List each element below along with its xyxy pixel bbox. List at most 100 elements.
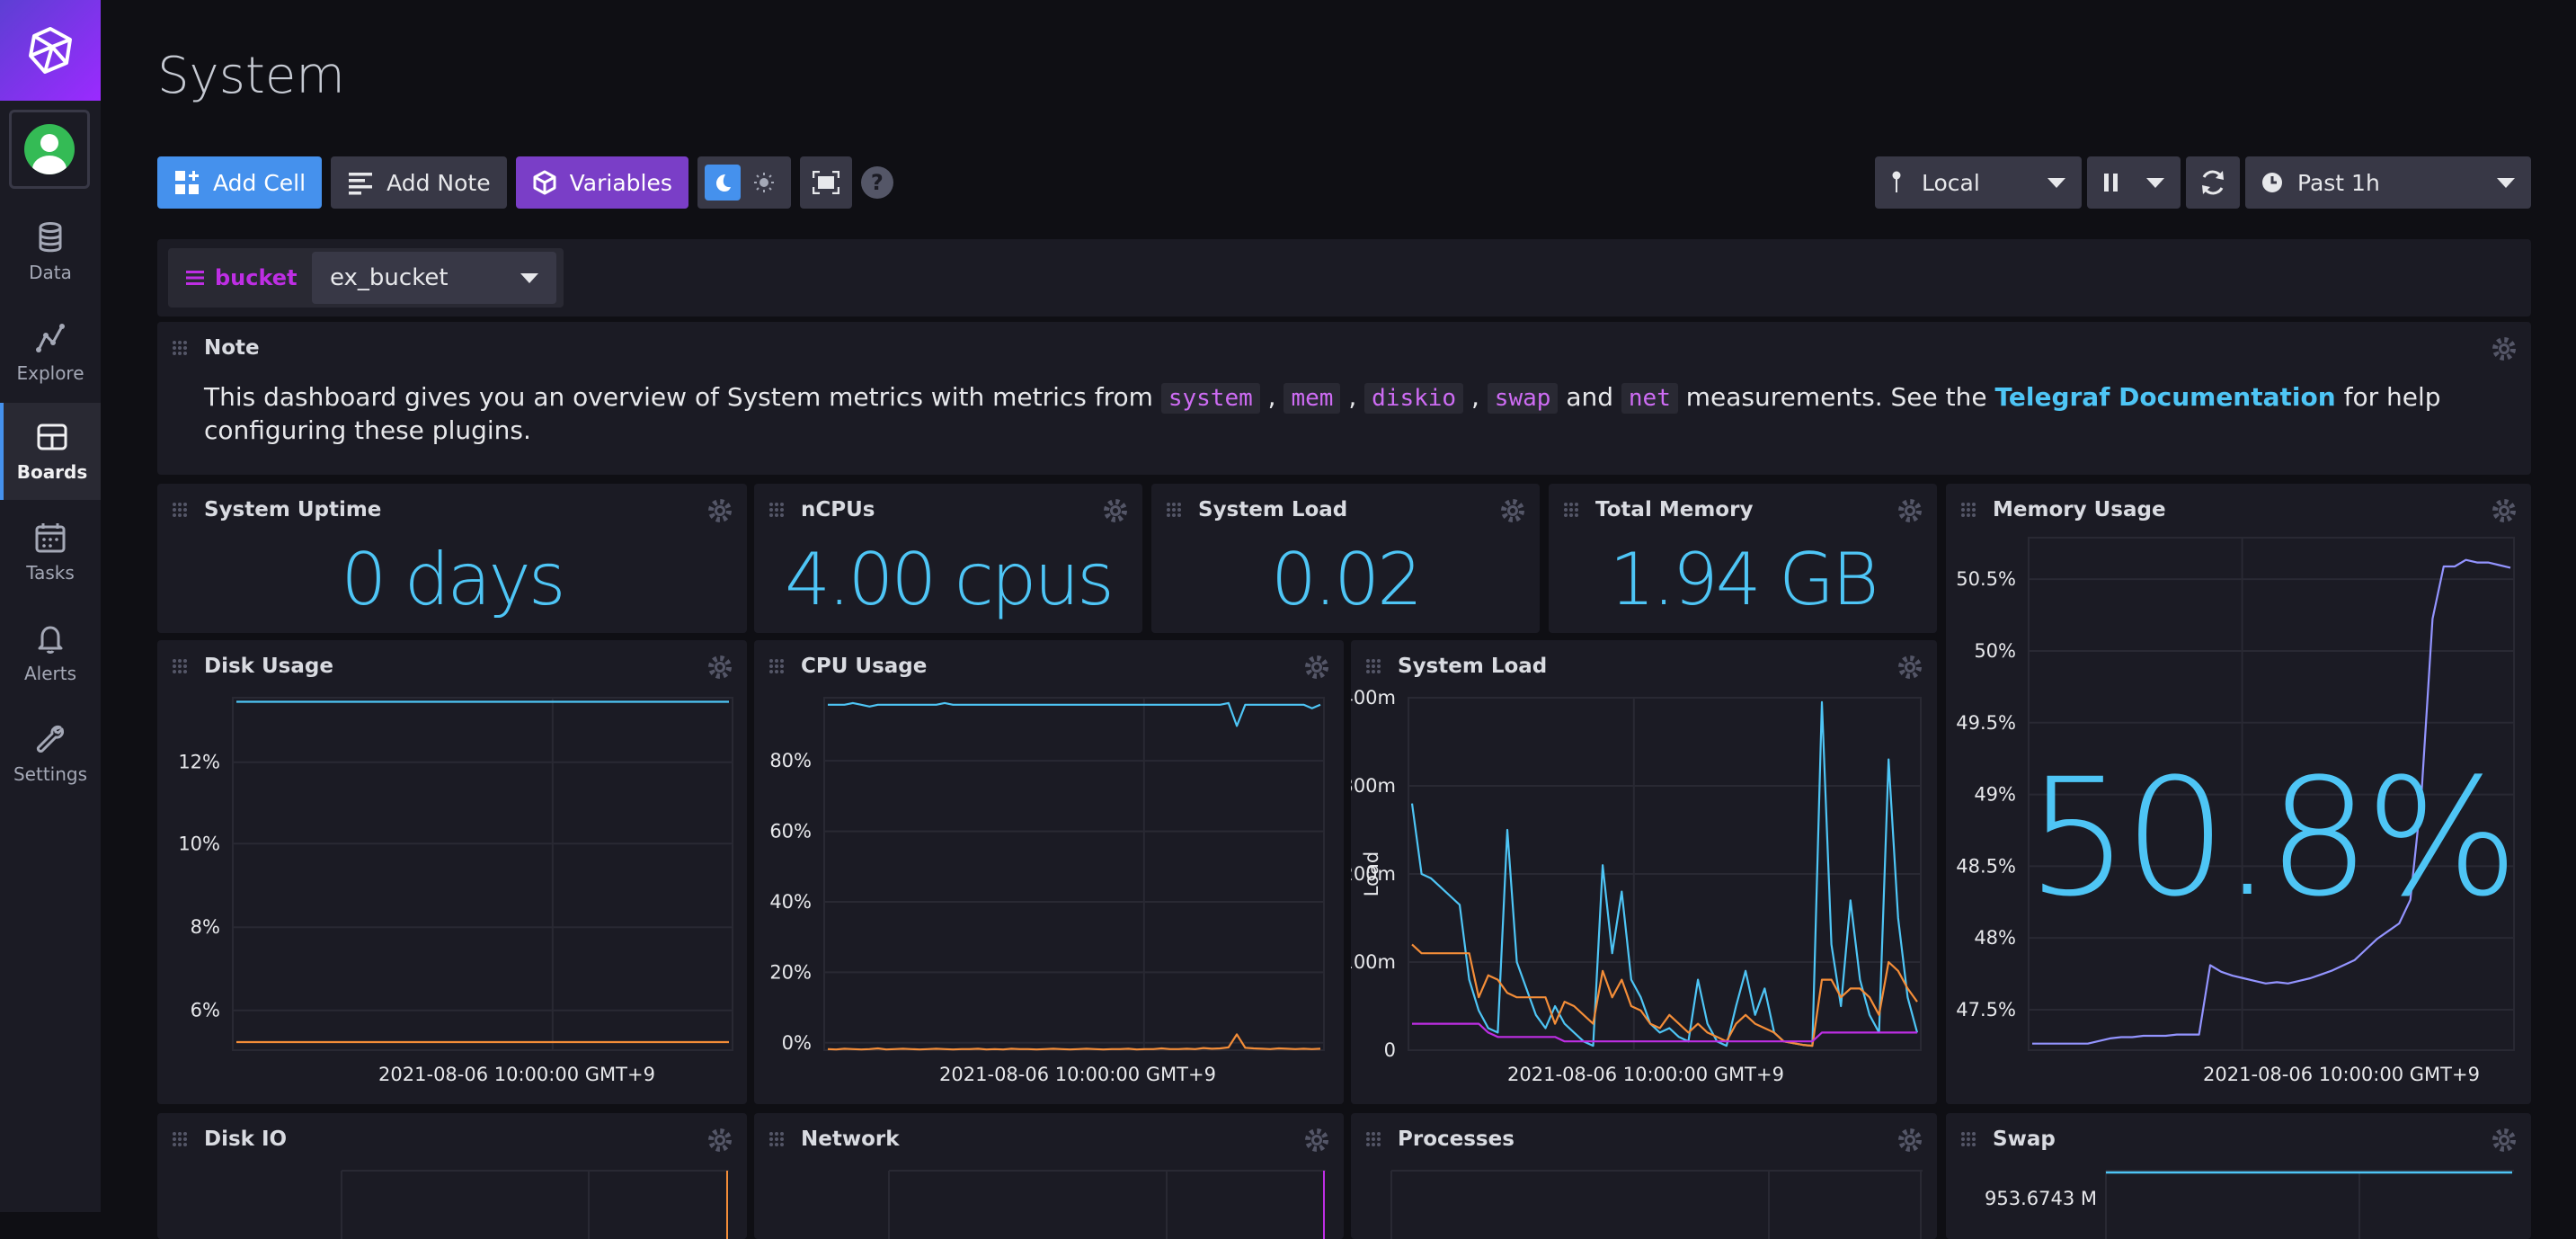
gear-icon[interactable] bbox=[706, 1126, 734, 1154]
drag-handle-icon[interactable] bbox=[768, 658, 785, 674]
y-tick-label: 47.5% bbox=[1956, 999, 2016, 1021]
cell-title: Note bbox=[204, 336, 260, 360]
help-icon[interactable]: ? bbox=[860, 166, 893, 199]
refresh-button[interactable] bbox=[2186, 156, 2240, 209]
presentation-mode-button[interactable] bbox=[799, 156, 852, 209]
stat-value: 4.00 cpus bbox=[785, 538, 1115, 621]
y-tick-label: 60% bbox=[769, 821, 812, 842]
sidebar-item-data[interactable]: Data bbox=[0, 203, 101, 300]
chart-plot[interactable]: 50.5% 50% 49.5% 49% 48.5% 48% 47.5% 2021-08-06 … bbox=[1946, 484, 2531, 1104]
telegraf-docs-link[interactable]: Telegraf Documentation bbox=[1994, 382, 2336, 412]
cell-title: System Load bbox=[1198, 498, 1348, 521]
drag-handle-icon[interactable] bbox=[172, 658, 188, 674]
drag-handle-icon[interactable] bbox=[1365, 658, 1381, 674]
autorefresh-dropdown[interactable] bbox=[2087, 156, 2181, 209]
sidebar-item-explore[interactable]: Explore bbox=[0, 304, 101, 401]
code-system: system bbox=[1160, 383, 1260, 414]
dashboard-toolbar: Add Cell Add Note Variables ? bbox=[157, 156, 893, 209]
drag-handle-icon[interactable] bbox=[172, 1131, 188, 1147]
gear-icon[interactable] bbox=[2490, 496, 2518, 525]
cube-icon bbox=[533, 170, 556, 195]
drag-handle-icon[interactable] bbox=[1563, 502, 1579, 518]
gear-icon[interactable] bbox=[1498, 496, 1527, 525]
moon-icon[interactable] bbox=[704, 165, 741, 201]
code-diskio: diskio bbox=[1364, 383, 1464, 414]
gear-icon[interactable] bbox=[2490, 334, 2518, 363]
gear-icon[interactable] bbox=[2490, 1126, 2518, 1154]
user-avatar-button[interactable] bbox=[9, 110, 90, 189]
gear-icon[interactable] bbox=[706, 653, 734, 682]
sidebar-item-settings[interactable]: Settings bbox=[0, 705, 101, 802]
sidebar: Data Explore Boards Tasks Alerts Setting… bbox=[0, 0, 101, 1212]
y-tick-label: 49% bbox=[1974, 784, 2016, 806]
y-tick-label: 0 bbox=[1384, 1039, 1396, 1061]
y-tick-label: 49.5% bbox=[1956, 712, 2016, 734]
influxdb-logo[interactable] bbox=[0, 0, 101, 101]
disk-usage-cell: 12% 10% 8% 6% 2021-08-06 10:00:00 GMT+9 Disk… bbox=[157, 640, 747, 1104]
gear-icon[interactable] bbox=[1896, 496, 1924, 525]
chart-plot[interactable]: 400m 300m 200m 100m 0 2021-08-06 10:00:00 GMT… bbox=[1351, 640, 1937, 1104]
gear-icon[interactable] bbox=[1896, 1126, 1924, 1154]
network-plot bbox=[888, 1170, 1326, 1239]
sun-icon[interactable] bbox=[753, 172, 775, 193]
note-body: This dashboard gives you an overview of … bbox=[204, 381, 2477, 447]
drag-handle-icon[interactable] bbox=[172, 340, 188, 356]
y-tick-label: 400m bbox=[1351, 687, 1396, 709]
drag-handle-icon[interactable] bbox=[768, 502, 785, 518]
gear-icon[interactable] bbox=[1101, 496, 1130, 525]
sidebar-item-tasks[interactable]: Tasks bbox=[0, 504, 101, 601]
y-tick-label: 48% bbox=[1974, 927, 2016, 949]
chevron-down-icon bbox=[2047, 177, 2065, 188]
swap-plot: 953.6743 M bbox=[1985, 1170, 2514, 1239]
series-line-0 bbox=[2032, 558, 2511, 1045]
gear-icon[interactable] bbox=[1302, 1126, 1331, 1154]
time-controls: Local Past 1h bbox=[1875, 156, 2531, 209]
timezone-dropdown[interactable]: Local bbox=[1875, 156, 2082, 209]
theme-toggle[interactable] bbox=[697, 156, 791, 209]
y-tick-label: 10% bbox=[178, 833, 220, 854]
drag-handle-icon[interactable] bbox=[172, 502, 188, 518]
drag-handle-icon[interactable] bbox=[1960, 1131, 1976, 1147]
sidebar-item-alerts[interactable]: Alerts bbox=[0, 604, 101, 701]
note-text: This dashboard gives you an overview of … bbox=[204, 382, 1161, 412]
pause-icon bbox=[2104, 174, 2118, 192]
x-tick-label: 2021-08-06 10:00:00 GMT+9 bbox=[2203, 1064, 2480, 1085]
gear-icon[interactable] bbox=[1896, 653, 1924, 682]
drag-handle-icon[interactable] bbox=[768, 1131, 785, 1147]
gear-icon[interactable] bbox=[706, 496, 734, 525]
variables-button[interactable]: Variables bbox=[515, 156, 688, 209]
system-load-chart-cell: 400m 300m 200m 100m 0 2021-08-06 10:00:00 GMT… bbox=[1351, 640, 1937, 1104]
series-line-0 bbox=[828, 701, 1321, 727]
cell-title: Memory Usage bbox=[1993, 498, 2166, 521]
y-tick-label: 12% bbox=[178, 752, 220, 773]
cell-title: System Uptime bbox=[204, 498, 382, 521]
expand-icon bbox=[812, 171, 839, 194]
network-cell: Network bbox=[754, 1113, 1344, 1239]
drag-handle-icon[interactable] bbox=[1166, 502, 1182, 518]
drag-handle-icon[interactable] bbox=[1365, 1131, 1381, 1147]
chart-plot[interactable]: 80% 60% 40% 20% 0% 2021-08-06 10:00:00 GMT+9 bbox=[754, 640, 1344, 1104]
time-range-dropdown[interactable]: Past 1h bbox=[2245, 156, 2531, 209]
sidebar-item-boards[interactable]: Boards bbox=[0, 403, 101, 500]
stat-value: 0.02 bbox=[1270, 538, 1423, 621]
variable-select[interactable]: ex_bucket bbox=[312, 252, 556, 304]
series-line-2 bbox=[1412, 1022, 1917, 1043]
sidebar-item-label: Boards bbox=[16, 461, 88, 483]
cell-title: Disk IO bbox=[204, 1128, 288, 1151]
user-icon bbox=[32, 134, 67, 174]
processes-plot bbox=[1390, 1170, 1923, 1239]
note-separator: , bbox=[1348, 382, 1357, 412]
x-tick-label: 2021-08-06 10:00:00 GMT+9 bbox=[939, 1064, 1216, 1085]
code-net: net bbox=[1621, 383, 1678, 414]
gear-icon[interactable] bbox=[1302, 653, 1331, 682]
variable-value: ex_bucket bbox=[330, 264, 449, 291]
chart-plot[interactable]: 12% 10% 8% 6% 2021-08-06 10:00:00 GMT+9 bbox=[157, 640, 747, 1104]
note-text: and bbox=[1558, 382, 1621, 412]
drag-handle-icon[interactable] bbox=[1960, 502, 1976, 518]
add-note-button[interactable]: Add Note bbox=[331, 156, 507, 209]
add-cell-button[interactable]: Add Cell bbox=[157, 156, 323, 209]
hamburger-icon bbox=[186, 271, 204, 285]
y-tick-label: 20% bbox=[769, 961, 812, 983]
disk-io-plot bbox=[341, 1170, 729, 1239]
page-title: System bbox=[157, 47, 345, 105]
